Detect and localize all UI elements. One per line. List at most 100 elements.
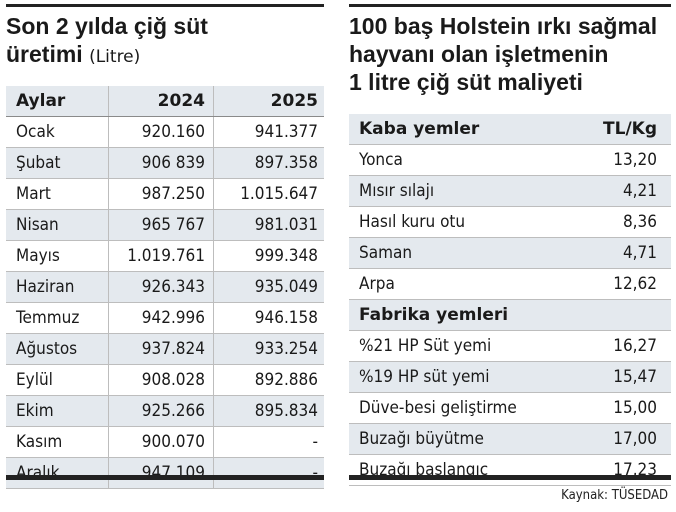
kaba-row: Mısır sılajı 4,21 [349, 175, 671, 207]
fabrika-section-label: Fabrika yemleri [349, 299, 671, 331]
value-2024-cell: 965 767 [108, 209, 214, 241]
price-cell: 4,21 [567, 175, 671, 207]
price-cell: 15,47 [567, 361, 671, 393]
month-cell: Eylül [6, 364, 109, 396]
production-row: Nisan 965 767 981.031 [6, 209, 324, 241]
month-cell: Ekim [6, 395, 109, 427]
month-cell: Nisan [6, 209, 109, 241]
month-cell: Haziran [6, 271, 109, 303]
value-2024-cell: 937.824 [108, 333, 214, 365]
header-tl-kg: TL/Kg [567, 114, 671, 145]
feed-name-cell: Mısır sılajı [349, 175, 567, 207]
value-2025-cell: 1.015.647 [213, 178, 324, 210]
month-cell: Aralık [6, 457, 109, 489]
production-row: Kasım 900.070- [6, 426, 324, 458]
feed-name-cell: Düve-besi geliştirme [349, 392, 567, 424]
price-cell: 16,27 [567, 330, 671, 362]
value-2024-cell: 906 839 [108, 147, 214, 179]
price-cell: 12,62 [567, 268, 671, 300]
month-cell: Kasım [6, 426, 109, 458]
production-row: Eylül 908.028 892.886 [6, 364, 324, 396]
value-2024-cell: 926.343 [108, 271, 214, 303]
month-cell: Ağustos [6, 333, 109, 365]
value-2024-cell: 900.070 [108, 426, 214, 458]
value-2025-cell: 941.377 [213, 116, 324, 148]
value-2025-cell: - [213, 426, 324, 458]
production-title-line1: Son 2 yılda çiğ süt [6, 13, 208, 39]
header-kaba-yemler: Kaba yemler [349, 114, 567, 145]
cost-table: Kaba yemler TL/Kg Yonca 13,20 Mısır sılajı… [349, 114, 671, 486]
fabrika-section-row: Fabrika yemleri [349, 299, 671, 331]
production-title-line2: üretimi [6, 41, 83, 67]
kaba-row: Saman 4,71 [349, 237, 671, 269]
price-cell: 17,23 [567, 454, 671, 486]
right-bottom-rule [349, 475, 671, 480]
production-unit: (Litre) [89, 47, 141, 67]
price-cell: 13,20 [567, 144, 671, 176]
value-2025-cell: - [213, 457, 324, 489]
left-top-rule [6, 4, 324, 7]
cost-title-line3: 1 litre çiğ süt maliyeti [349, 69, 583, 95]
price-cell: 8,36 [567, 206, 671, 238]
right-top-rule [349, 4, 671, 7]
price-cell: 17,00 [567, 423, 671, 455]
feed-name-cell: %21 HP Süt yemi [349, 330, 567, 362]
value-2024-cell: 908.028 [108, 364, 214, 396]
feed-name-cell: Buzağı başlangıç [349, 454, 567, 486]
production-row: Ağustos 937.824 933.254 [6, 333, 324, 365]
feed-name-cell: Buzağı büyütme [349, 423, 567, 455]
cost-title-line1: 100 baş Holstein ırkı sağmal [349, 13, 658, 39]
feed-name-cell: Arpa [349, 268, 567, 300]
value-2025-cell: 897.358 [213, 147, 324, 179]
value-2024-cell: 920.160 [108, 116, 214, 148]
production-table: Aylar 2024 2025 Ocak 920.160 941.377 Şubat 9… [6, 86, 324, 489]
production-header-row: Aylar 2024 2025 [6, 86, 324, 117]
value-2025-cell: 933.254 [213, 333, 324, 365]
month-cell: Ocak [6, 116, 109, 148]
value-2025-cell: 935.049 [213, 271, 324, 303]
cost-title: 100 baş Holstein ırkı sağmal hayvanı ola… [349, 12, 671, 96]
feed-name-cell: Yonca [349, 144, 567, 176]
cost-title-line2: hayvanı olan işletmenin [349, 41, 609, 67]
price-cell: 15,00 [567, 392, 671, 424]
feed-name-cell: Saman [349, 237, 567, 269]
left-bottom-rule [6, 475, 324, 480]
feed-name-cell: %19 HP süt yemi [349, 361, 567, 393]
production-row: Haziran 926.343 935.049 [6, 271, 324, 303]
production-row: Temmuz 942.996 946.158 [6, 302, 324, 334]
price-cell: 4,71 [567, 237, 671, 269]
fabrika-row: %21 HP Süt yemi 16,27 [349, 330, 671, 362]
header-2024: 2024 [108, 86, 214, 117]
value-2024-cell: 987.250 [108, 178, 214, 210]
production-row: Ocak 920.160 941.377 [6, 116, 324, 148]
feed-name-cell: Hasıl kuru otu [349, 206, 567, 238]
production-row: Ekim 925.266 895.834 [6, 395, 324, 427]
value-2025-cell: 892.886 [213, 364, 324, 396]
fabrika-row: %19 HP süt yemi 15,47 [349, 361, 671, 393]
source-note: Kaynak: TÜSEDAD [561, 488, 668, 503]
production-row: Aralık 947.109- [6, 457, 324, 489]
kaba-row: Yonca 13,20 [349, 144, 671, 176]
production-row: Şubat 906 839 897.358 [6, 147, 324, 179]
production-title: Son 2 yılda çiğ süt üretimi (Litre) [6, 12, 324, 71]
cost-header-row: Kaba yemler TL/Kg [349, 114, 671, 145]
month-cell: Temmuz [6, 302, 109, 334]
fabrika-row: Buzağı başlangıç 17,23 [349, 454, 671, 486]
production-row: Mayıs 1.019.761 999.348 [6, 240, 324, 272]
value-2025-cell: 895.834 [213, 395, 324, 427]
fabrika-row: Buzağı büyütme 17,00 [349, 423, 671, 455]
value-2025-cell: 946.158 [213, 302, 324, 334]
value-2024-cell: 947.109 [108, 457, 214, 489]
month-cell: Mart [6, 178, 109, 210]
kaba-row: Arpa 12,62 [349, 268, 671, 300]
month-cell: Şubat [6, 147, 109, 179]
kaba-row: Hasıl kuru otu 8,36 [349, 206, 671, 238]
header-months: Aylar [6, 86, 109, 117]
month-cell: Mayıs [6, 240, 109, 272]
fabrika-row: Düve-besi geliştirme 15,00 [349, 392, 671, 424]
value-2024-cell: 1.019.761 [108, 240, 214, 272]
production-row: Mart 987.250 1.015.647 [6, 178, 324, 210]
value-2024-cell: 942.996 [108, 302, 214, 334]
header-2025: 2025 [213, 86, 324, 117]
value-2025-cell: 981.031 [213, 209, 324, 241]
